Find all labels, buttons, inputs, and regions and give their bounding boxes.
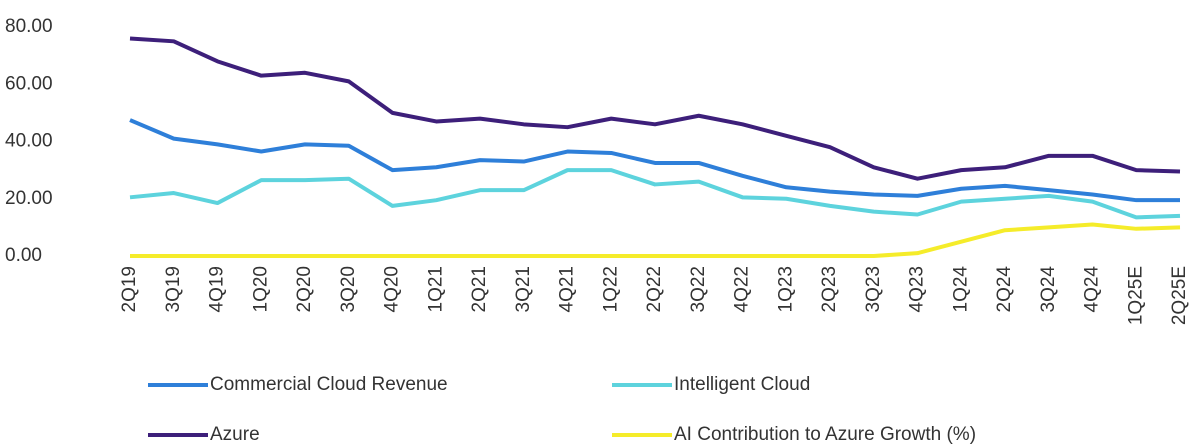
x-tick-label: 2Q20 — [294, 266, 315, 312]
y-tick-label: 20.00 — [5, 188, 53, 209]
series-line — [129, 36, 1181, 181]
x-tick-label: 3Q22 — [688, 266, 709, 312]
x-tick-label: 2Q25E — [1169, 266, 1190, 325]
x-tick-label: 2Q22 — [644, 266, 665, 312]
legend-label: AI Contribution to Azure Growth (%) — [674, 424, 976, 445]
y-tick-label: 40.00 — [5, 131, 53, 152]
series-line — [130, 222, 1181, 258]
x-tick-label: 2Q23 — [819, 266, 840, 312]
x-tick-label: 1Q21 — [425, 266, 446, 312]
y-tick-label: 60.00 — [5, 73, 53, 94]
y-tick-label: 0.00 — [5, 245, 42, 266]
x-tick-label: 3Q24 — [1038, 266, 1059, 313]
x-tick-label: 3Q19 — [163, 266, 184, 312]
x-tick-label: 3Q21 — [513, 266, 534, 312]
legend-label: Intelligent Cloud — [674, 374, 810, 395]
x-tick-label: 4Q24 — [1082, 266, 1103, 313]
x-tick-label: 2Q19 — [119, 266, 140, 312]
series-line — [129, 118, 1180, 203]
x-tick-label: 1Q25E — [1125, 266, 1146, 325]
x-tick-label: 4Q19 — [207, 266, 228, 312]
x-tick-label: 4Q21 — [557, 266, 578, 312]
x-tick-label: 2Q24 — [994, 266, 1015, 313]
legend-label: Azure — [210, 424, 260, 445]
x-tick-label: 3Q20 — [338, 266, 359, 312]
x-tick-label: 2Q21 — [469, 266, 490, 312]
x-tick-label: 4Q20 — [382, 266, 403, 312]
x-tick-label: 4Q23 — [907, 266, 928, 312]
y-tick-label: 80.00 — [5, 16, 53, 37]
x-tick-label: 4Q22 — [732, 266, 753, 312]
x-tick-label: 1Q24 — [950, 266, 971, 313]
series-line — [129, 168, 1181, 220]
x-tick-label: 1Q23 — [775, 266, 796, 312]
x-tick-label: 3Q23 — [863, 266, 884, 312]
x-tick-label: 1Q20 — [250, 266, 271, 312]
x-tick-label: 1Q22 — [600, 266, 621, 312]
legend-label: Commercial Cloud Revenue — [210, 374, 448, 395]
